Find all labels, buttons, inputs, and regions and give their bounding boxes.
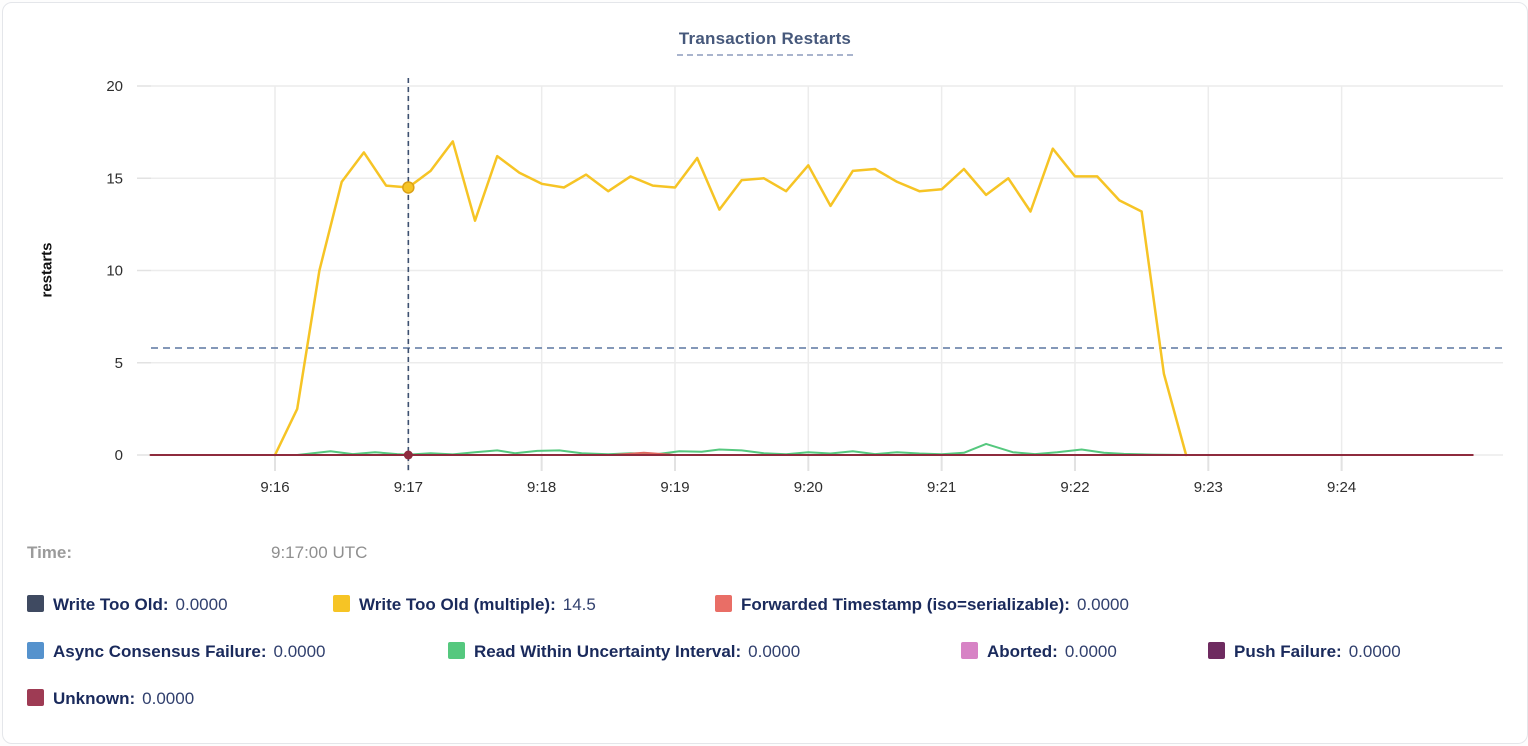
series-label: Write Too Old: [53, 595, 169, 614]
series-value: 0.0000 [1064, 642, 1117, 661]
series-color-swatch [27, 689, 44, 706]
series-value: 0.0000 [175, 595, 228, 614]
series-label: Read Within Uncertainty Interval: [474, 642, 742, 661]
legend-item-aborted: Aborted: 0.0000 [961, 642, 1117, 668]
svg-text:9:17: 9:17 [394, 479, 423, 496]
series-value: 0.0000 [1348, 642, 1401, 661]
legend-item-write-too-old-multiple: Write Too Old (multiple): 14.5 [333, 595, 596, 621]
transaction-restarts-chart[interactable]: 0 5 10 15 20 9:16 9:17 9:18 9:19 9:20 9:21 9:22 9:23… [3, 3, 1527, 513]
series-label: Unknown: [53, 689, 136, 708]
svg-text:9:20: 9:20 [794, 479, 823, 496]
series-value: 0.0000 [142, 689, 195, 708]
svg-text:15: 15 [106, 170, 123, 187]
time-label: Time: [27, 543, 73, 562]
svg-text:10: 10 [106, 263, 123, 280]
series-color-swatch [1208, 642, 1225, 659]
legend-item-write-too-old: Write Too Old: 0.0000 [27, 595, 228, 621]
chart-title[interactable]: Transaction Restarts [3, 29, 1527, 56]
svg-text:9:23: 9:23 [1194, 479, 1223, 496]
series-value: 0.0000 [1076, 595, 1129, 614]
series-label: Aborted: [987, 642, 1058, 661]
series-color-swatch [715, 595, 732, 612]
svg-text:5: 5 [115, 355, 123, 372]
svg-text:9:21: 9:21 [927, 479, 956, 496]
legend-item-push-failure: Push Failure: 0.0000 [1208, 642, 1401, 668]
svg-text:9:16: 9:16 [260, 479, 289, 496]
legend-item-read-within-uncertainty: Read Within Uncertainty Interval: 0.0000 [448, 642, 800, 668]
legend-item-unknown: Unknown: 0.0000 [27, 689, 194, 715]
svg-text:20: 20 [106, 78, 123, 95]
legend-item-forwarded-timestamp: Forwarded Timestamp (iso=serializable): 0… [715, 595, 1129, 621]
series-value: 0.0000 [748, 642, 801, 661]
series-color-swatch [961, 642, 978, 659]
svg-text:9:19: 9:19 [660, 479, 689, 496]
svg-text:9:22: 9:22 [1060, 479, 1089, 496]
chart-title-text[interactable]: Transaction Restarts [676, 29, 854, 56]
series-label: Push Failure: [1234, 642, 1342, 661]
svg-text:0: 0 [115, 447, 123, 464]
series-color-swatch [333, 595, 350, 612]
series-value: 14.5 [562, 595, 596, 614]
series-color-swatch [27, 595, 44, 612]
time-value: 9:17:00 UTC [271, 543, 368, 562]
svg-text:9:18: 9:18 [527, 479, 556, 496]
tooltip-time-row: Time: 9:17:00 UTC [27, 543, 367, 563]
legend-item-async-consensus-failure: Async Consensus Failure: 0.0000 [27, 642, 326, 668]
svg-text:9:24: 9:24 [1327, 479, 1356, 496]
series-value: 0.0000 [273, 642, 326, 661]
series-color-swatch [27, 642, 44, 659]
series-color-swatch [448, 642, 465, 659]
series-label: Async Consensus Failure: [53, 642, 267, 661]
series-label: Write Too Old (multiple): [359, 595, 556, 614]
series-label: Forwarded Timestamp (iso=serializable): [741, 595, 1070, 614]
